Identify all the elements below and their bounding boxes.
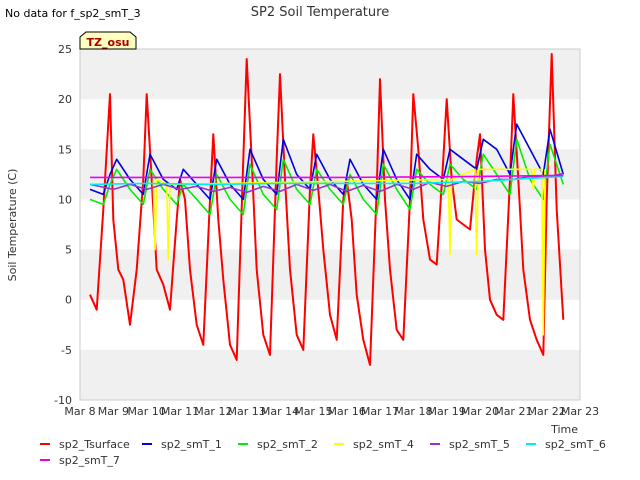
x-tick-label: Mar 10 bbox=[128, 405, 166, 418]
site-badge: TZ_osu bbox=[79, 31, 137, 50]
no-data-note: No data for f_sp2_smT_3 bbox=[5, 7, 141, 20]
grid-band bbox=[80, 49, 580, 100]
x-tick-label: Mar 12 bbox=[194, 405, 232, 418]
x-tick-label: Mar 11 bbox=[161, 405, 199, 418]
y-axis-label: Soil Temperature (C) bbox=[6, 169, 19, 282]
y-tick-label: 15 bbox=[58, 143, 72, 156]
series-line-sp2_smT_7 bbox=[90, 174, 564, 179]
x-tick-label: Mar 22 bbox=[528, 405, 566, 418]
series-line-sp2_smT_5 bbox=[89, 172, 564, 194]
x-tick-label: Mar 19 bbox=[428, 405, 466, 418]
y-tick-label: 10 bbox=[58, 193, 72, 206]
y-tick-label: 25 bbox=[58, 43, 72, 56]
y-tick-label: 5 bbox=[65, 244, 72, 257]
legend-label: sp2_smT_4 bbox=[353, 438, 414, 451]
series-line-sp2_smT_6 bbox=[89, 175, 564, 186]
x-tick-label: Mar 23 bbox=[561, 405, 599, 418]
x-tick-label: Mar 14 bbox=[261, 405, 299, 418]
legend-label: sp2_smT_2 bbox=[257, 438, 318, 451]
legend-label: sp2_smT_1 bbox=[161, 438, 222, 451]
legend-label: sp2_smT_6 bbox=[545, 438, 606, 451]
legend: sp2_Tsurface sp2_smT_1 sp2_smT_2 sp2_smT_4 s… bbox=[40, 438, 606, 467]
plot-border bbox=[79, 48, 581, 401]
legend-label: sp2_smT_5 bbox=[449, 438, 510, 451]
series-line-sp2_smT_2 bbox=[89, 138, 565, 216]
series-layer bbox=[89, 53, 565, 366]
x-axis-label: Time bbox=[550, 423, 578, 436]
badge-text: TZ_osu bbox=[87, 36, 130, 49]
badge-shape bbox=[79, 31, 137, 50]
grid-band bbox=[80, 149, 580, 200]
grid-band bbox=[80, 349, 580, 400]
x-tick-label: Mar 15 bbox=[294, 405, 332, 418]
x-tick-label: Mar 17 bbox=[361, 405, 399, 418]
chart-title: SP2 Soil Temperature bbox=[251, 5, 389, 20]
plot-frame bbox=[79, 48, 581, 401]
x-tick-label: Mar 8 bbox=[64, 405, 95, 418]
grid-band bbox=[80, 249, 580, 300]
x-tick-label: Mar 18 bbox=[394, 405, 432, 418]
y-tick-label: 0 bbox=[65, 294, 72, 307]
y-tick-label: -10 bbox=[54, 394, 72, 407]
series-line-sp2_Tsurface bbox=[89, 53, 565, 366]
x-tick-label: Mar 20 bbox=[461, 405, 499, 418]
y-tick-label: 20 bbox=[58, 93, 72, 106]
x-tick-label: Mar 21 bbox=[494, 405, 532, 418]
y-axis-ticks: -10 -5 0 5 10 15 20 25 bbox=[54, 43, 72, 407]
legend-label: sp2_smT_7 bbox=[59, 454, 120, 467]
series-line-sp2_smT_1 bbox=[89, 123, 565, 201]
x-tick-label: Mar 13 bbox=[228, 405, 266, 418]
legend-label: sp2_Tsurface bbox=[59, 438, 130, 451]
y-tick-label: -5 bbox=[61, 344, 72, 357]
x-tick-label: Mar 16 bbox=[328, 405, 366, 418]
x-tick-label: Mar 9 bbox=[98, 405, 129, 418]
